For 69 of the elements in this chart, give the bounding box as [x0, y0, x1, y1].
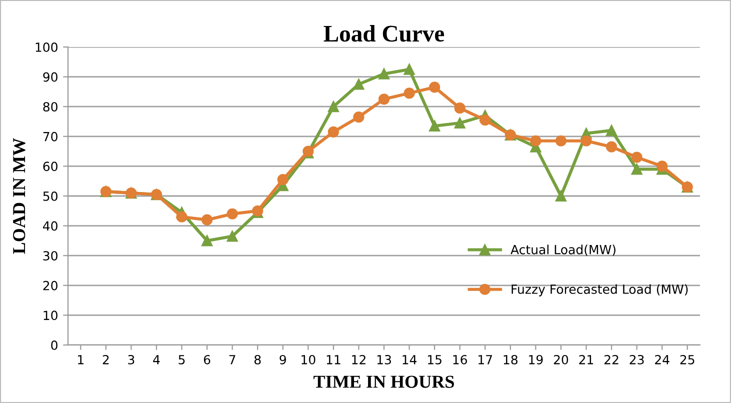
x-tick-label: 13: [377, 354, 391, 364]
point: [277, 174, 288, 186]
x-tick-label: 8: [254, 354, 261, 364]
y-tick-label: 0: [51, 340, 58, 350]
x-tick-label: 23: [630, 354, 644, 364]
x-tick-label: 16: [453, 354, 468, 364]
x-tick-label: 7: [229, 355, 236, 364]
point: [328, 126, 339, 138]
x-tick-label: 18: [504, 354, 518, 364]
point: [226, 230, 238, 242]
y-tick-label: 70: [43, 132, 58, 142]
point: [656, 160, 668, 172]
y-tick-label: 20: [43, 280, 58, 290]
point: [631, 152, 642, 163]
point: [555, 190, 567, 202]
point: [176, 211, 188, 222]
legend-label: Actual Load(MW): [510, 244, 616, 256]
y-axis-title: LOAD IN MW: [13, 138, 26, 254]
point: [555, 135, 567, 146]
point: [201, 214, 213, 226]
point: [378, 68, 390, 80]
x-tick-label: 12: [352, 354, 366, 364]
y-tick-label: 80: [43, 102, 58, 112]
x-tick-label: 3: [128, 354, 134, 364]
point: [606, 141, 618, 152]
point: [353, 78, 364, 90]
y-tick-label: 90: [43, 72, 58, 82]
y-tick-label: 30: [43, 251, 58, 261]
x-tick-label: 24: [655, 354, 670, 364]
y-tick-label: 40: [42, 221, 58, 231]
point: [631, 164, 642, 175]
y-tick-label: 10: [44, 310, 58, 320]
point: [378, 94, 390, 105]
chart-title: Load Curve: [324, 25, 444, 42]
point: [454, 117, 466, 129]
x-tick-label: 5: [178, 355, 185, 364]
legend-label: Fuzzy Forecasted Load (MW): [512, 284, 688, 296]
x-tick-label: 17: [478, 355, 492, 364]
x-tick-label: 10: [302, 354, 316, 364]
point: [429, 82, 440, 93]
point: [454, 102, 466, 114]
point: [353, 111, 364, 123]
point: [580, 135, 592, 146]
x-tick-label: 20: [554, 354, 568, 364]
x-tick-label: 4: [153, 355, 160, 364]
x-tick-label: 25: [680, 354, 694, 364]
point: [404, 88, 415, 99]
point: [226, 208, 238, 220]
x-tick-label: 22: [604, 354, 618, 364]
x-tick-label: 21: [579, 354, 594, 364]
y-tick-label: 50: [43, 191, 58, 201]
point: [328, 101, 339, 112]
x-tick-label: 6: [204, 354, 210, 364]
point: [606, 124, 618, 136]
point: [429, 120, 440, 132]
y-tick-label: 100: [36, 42, 58, 52]
x-tick-label: 1: [78, 355, 84, 364]
point: [480, 114, 491, 126]
point: [201, 235, 213, 246]
point: [404, 64, 415, 75]
y-tick-label: 60: [43, 162, 58, 172]
x-tick-label: 11: [326, 355, 340, 364]
x-tick-label: 15: [428, 355, 442, 364]
x-tick-label: 9: [280, 354, 286, 364]
x-tick-label: 2: [102, 354, 109, 364]
x-tick-label: 19: [529, 354, 543, 364]
x-axis-title: TIME IN HOURS: [314, 376, 454, 388]
point: [530, 135, 542, 146]
x-tick-label: 14: [402, 355, 417, 364]
